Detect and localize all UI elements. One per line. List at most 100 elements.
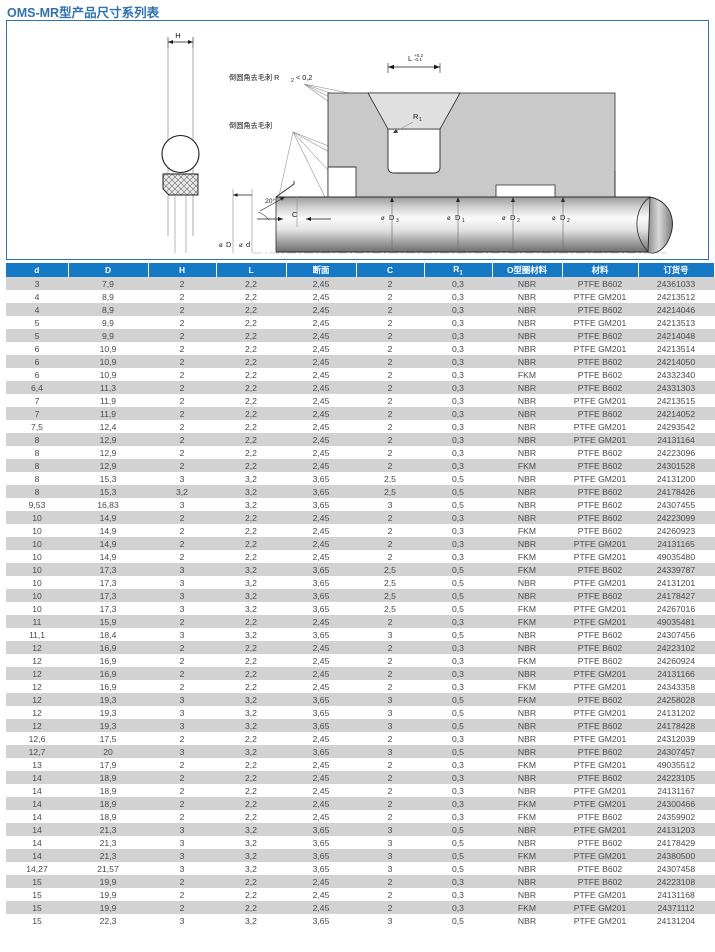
table-row[interactable]: 14 18,9 2 2,2 2,45 2 0,3 FKM PTFE GM201 24300466 [6, 797, 715, 810]
cell-d: 15 [6, 888, 68, 901]
cell-断面: 3,65 [286, 914, 356, 927]
table-row[interactable]: 14 18,9 2 2,2 2,45 2 0,3 NBR PTFE B602 24223105 [6, 771, 715, 784]
table-row[interactable]: 5 9,9 2 2,2 2,45 2 0,3 NBR PTFE GM201 24213513 [6, 316, 715, 329]
table-row[interactable]: 10 14,9 2 2,2 2,45 2 0,3 NBR PTFE B602 24223099 [6, 511, 715, 524]
table-row[interactable]: 10 14,9 2 2,2 2,45 2 0,3 NBR PTFE GM201 24131165 [6, 537, 715, 550]
table-row[interactable]: 5 9,9 2 2,2 2,45 2 0,3 NBR PTFE B602 24214048 [6, 329, 715, 342]
table-row[interactable]: 12 16,9 2 2,2 2,45 2 0,3 FKM PTFE B602 24260924 [6, 654, 715, 667]
table-row[interactable]: 12 19,3 3 3,2 3,65 3 0,5 NBR PTFE GM201 24131202 [6, 706, 715, 719]
cell-断面: 2,45 [286, 303, 356, 316]
cell-R: 0,3 [424, 381, 492, 394]
cell-D: 19,9 [68, 888, 148, 901]
cell-H: 2 [148, 550, 216, 563]
column-header-H[interactable]: H [147, 263, 217, 277]
table-row[interactable]: 9,53 16,83 3 3,2 3,65 3 0,5 NBR PTFE B602 2430745… [6, 498, 715, 511]
table-row[interactable]: 12 16,9 2 2,2 2,45 2 0,3 NBR PTFE B602 24223102 [6, 641, 715, 654]
table-row[interactable]: 12,6 17,5 2 2,2 2,45 2 0,3 NBR PTFE GM201 2431203… [6, 732, 715, 745]
table-row[interactable]: 15 19,9 2 2,2 2,45 2 0,3 NBR PTFE B602 24223108 [6, 875, 715, 888]
table-row[interactable]: 10 17,3 3 3,2 3,65 2,5 0,5 FKM PTFE GM201 2426701… [6, 602, 715, 615]
cell-L: 2,2 [216, 771, 286, 784]
cell-L: 3,2 [216, 745, 286, 758]
cell-d: 10 [6, 511, 68, 524]
column-header-L[interactable]: L [215, 263, 287, 277]
cell-材料: PTFE B602 [562, 810, 638, 823]
table-row[interactable]: 7,5 12,4 2 2,2 2,45 2 0,3 NBR PTFE GM201 24293542 [6, 420, 715, 433]
table-row[interactable]: 8 12,9 2 2,2 2,45 2 0,3 NBR PTFE GM201 24131164 [6, 433, 715, 446]
cell-d: 14 [6, 849, 68, 862]
column-header-材料[interactable]: 材料 [561, 263, 639, 277]
table-row[interactable]: 14 21,3 3 3,2 3,65 3 0,5 NBR PTFE GM201 24131203 [6, 823, 715, 836]
table-row[interactable]: 8 15,3 3 3,2 3,65 2,5 0,5 NBR PTFE GM201 24131200 [6, 472, 715, 485]
cell-C: 2 [356, 316, 424, 329]
table-row[interactable]: 6 10,9 2 2,2 2,45 2 0,3 NBR PTFE B602 24214050 [6, 355, 715, 368]
table-row[interactable]: 14 21,3 3 3,2 3,65 3 0,5 NBR PTFE B602 24178429 [6, 836, 715, 849]
table-row[interactable]: 10 17,3 3 3,2 3,65 2,5 0,5 FKM PTFE B602 24339787 [6, 563, 715, 576]
column-header-订货号[interactable]: 订货号 [637, 263, 715, 277]
column-header-C[interactable]: C [355, 263, 425, 277]
column-header-O型圈材料[interactable]: O型圈材料 [491, 263, 563, 277]
cell-R: 0,3 [424, 368, 492, 381]
table-row[interactable]: 7 11,9 2 2,2 2,45 2 0,3 NBR PTFE B602 24214052 [6, 407, 715, 420]
table-row[interactable]: 12 19,3 3 3,2 3,65 3 0,5 FKM PTFE B602 24258028 [6, 693, 715, 706]
column-header-D[interactable]: D [67, 263, 149, 277]
column-header-d[interactable]: d [6, 263, 69, 277]
cell-H: 2 [148, 433, 216, 446]
table-row[interactable]: 3 7,9 2 2,2 2,45 2 0,3 NBR PTFE B602 24361033 [6, 277, 715, 290]
table-row[interactable]: 13 17,9 2 2,2 2,45 2 0,3 FKM PTFE GM201 49035512 [6, 758, 715, 771]
cell-材料: PTFE B602 [562, 745, 638, 758]
cell-R: 0,3 [424, 511, 492, 524]
cell-d: 5 [6, 329, 68, 342]
table-row[interactable]: 4 8,9 2 2,2 2,45 2 0,3 NBR PTFE GM201 24213512 [6, 290, 715, 303]
table-row[interactable]: 10 17,3 3 3,2 3,65 2,5 0,5 NBR PTFE GM201 2413120… [6, 576, 715, 589]
cell-L: 3,2 [216, 693, 286, 706]
cell-订货号: 24213514 [638, 342, 714, 355]
table-row[interactable]: 11 15,9 2 2,2 2,45 2 0,3 FKM PTFE GM201 49035481 [6, 615, 715, 628]
table-row[interactable]: 15 22,3 3 3,2 3,65 3 0,5 NBR PTFE GM201 24131204 [6, 914, 715, 927]
table-row[interactable]: 8 15,3 3,2 3,2 3,65 2,5 0,5 NBR PTFE B602 2417842… [6, 485, 715, 498]
table-row[interactable]: 6 10,9 2 2,2 2,45 2 0,3 NBR PTFE GM201 24213514 [6, 342, 715, 355]
cell-O型圈材料: NBR [492, 433, 562, 446]
table-row[interactable]: 14 18,9 2 2,2 2,45 2 0,3 FKM PTFE B602 24359902 [6, 810, 715, 823]
table-row[interactable]: 8 12,9 2 2,2 2,45 2 0,3 FKM PTFE B602 24301528 [6, 459, 715, 472]
cell-订货号: 24361033 [638, 277, 714, 290]
cell-C: 2 [356, 524, 424, 537]
table-row[interactable]: 15 19,9 2 2,2 2,45 2 0,3 FKM PTFE GM201 24371112 [6, 901, 715, 914]
cell-O型圈材料: FKM [492, 901, 562, 914]
cell-L: 2,2 [216, 810, 286, 823]
table-row[interactable]: 12 19,3 3 3,2 3,65 3 0,5 NBR PTFE B602 24178428 [6, 719, 715, 732]
svg-text:H: H [175, 31, 180, 40]
cell-D: 18,9 [68, 810, 148, 823]
cell-H: 2 [148, 758, 216, 771]
cell-d: 12,6 [6, 732, 68, 745]
cell-材料: PTFE GM201 [562, 615, 638, 628]
cell-D: 12,9 [68, 446, 148, 459]
table-row[interactable]: 14,27 21,57 3 3,2 3,65 3 0,5 NBR PTFE B602 243074… [6, 862, 715, 875]
table-row[interactable]: 10 17,3 3 3,2 3,65 2,5 0,5 NBR PTFE B602 24178427 [6, 589, 715, 602]
table-row[interactable]: 12 16,9 2 2,2 2,45 2 0,3 FKM PTFE GM201 24343358 [6, 680, 715, 693]
cell-L: 2,2 [216, 381, 286, 394]
cell-H: 2 [148, 355, 216, 368]
table-row[interactable]: 15 19,9 2 2,2 2,45 2 0,3 NBR PTFE GM201 24131168 [6, 888, 715, 901]
table-row[interactable]: 8 12,9 2 2,2 2,45 2 0,3 NBR PTFE B602 24223096 [6, 446, 715, 459]
cell-断面: 2,45 [286, 420, 356, 433]
table-row[interactable]: 10 14,9 2 2,2 2,45 2 0,3 FKM PTFE B602 24260923 [6, 524, 715, 537]
table-row[interactable]: 12,7 20 3 3,2 3,65 3 0,5 NBR PTFE B602 24307457 [6, 745, 715, 758]
column-header-R[interactable]: R1 [423, 263, 493, 277]
cell-L: 3,2 [216, 602, 286, 615]
column-header-断面[interactable]: 断面 [285, 263, 357, 277]
table-row[interactable]: 12 16,9 2 2,2 2,45 2 0,3 NBR PTFE GM201 24131166 [6, 667, 715, 680]
table-row[interactable]: 6,4 11,3 2 2,2 2,45 2 0,3 NBR PTFE B602 24331303 [6, 381, 715, 394]
cell-断面: 2,45 [286, 875, 356, 888]
svg-text:ø: ø [447, 216, 451, 222]
table-row[interactable]: 14 21,3 3 3,2 3,65 3 0,5 FKM PTFE GM201 24380500 [6, 849, 715, 862]
table-row[interactable]: 6 10,9 2 2,2 2,45 2 0,3 FKM PTFE B602 24332340 [6, 368, 715, 381]
table-row[interactable]: 14 18,9 2 2,2 2,45 2 0,3 NBR PTFE GM201 24131167 [6, 784, 715, 797]
cell-H: 2 [148, 875, 216, 888]
table-row[interactable]: 7 11,9 2 2,2 2,45 2 0,3 NBR PTFE GM201 24213515 [6, 394, 715, 407]
table-row[interactable]: 10 14,9 2 2,2 2,45 2 0,3 FKM PTFE GM201 49035480 [6, 550, 715, 563]
cell-H: 3 [148, 823, 216, 836]
table-row[interactable]: 11,1 18,4 3 3,2 3,65 3 0,5 NBR PTFE B602 24307456 [6, 628, 715, 641]
cell-D: 19,3 [68, 719, 148, 732]
table-row[interactable]: 4 8,9 2 2,2 2,45 2 0,3 NBR PTFE B602 24214046 [6, 303, 715, 316]
svg-text:-0,1: -0,1 [414, 57, 422, 62]
